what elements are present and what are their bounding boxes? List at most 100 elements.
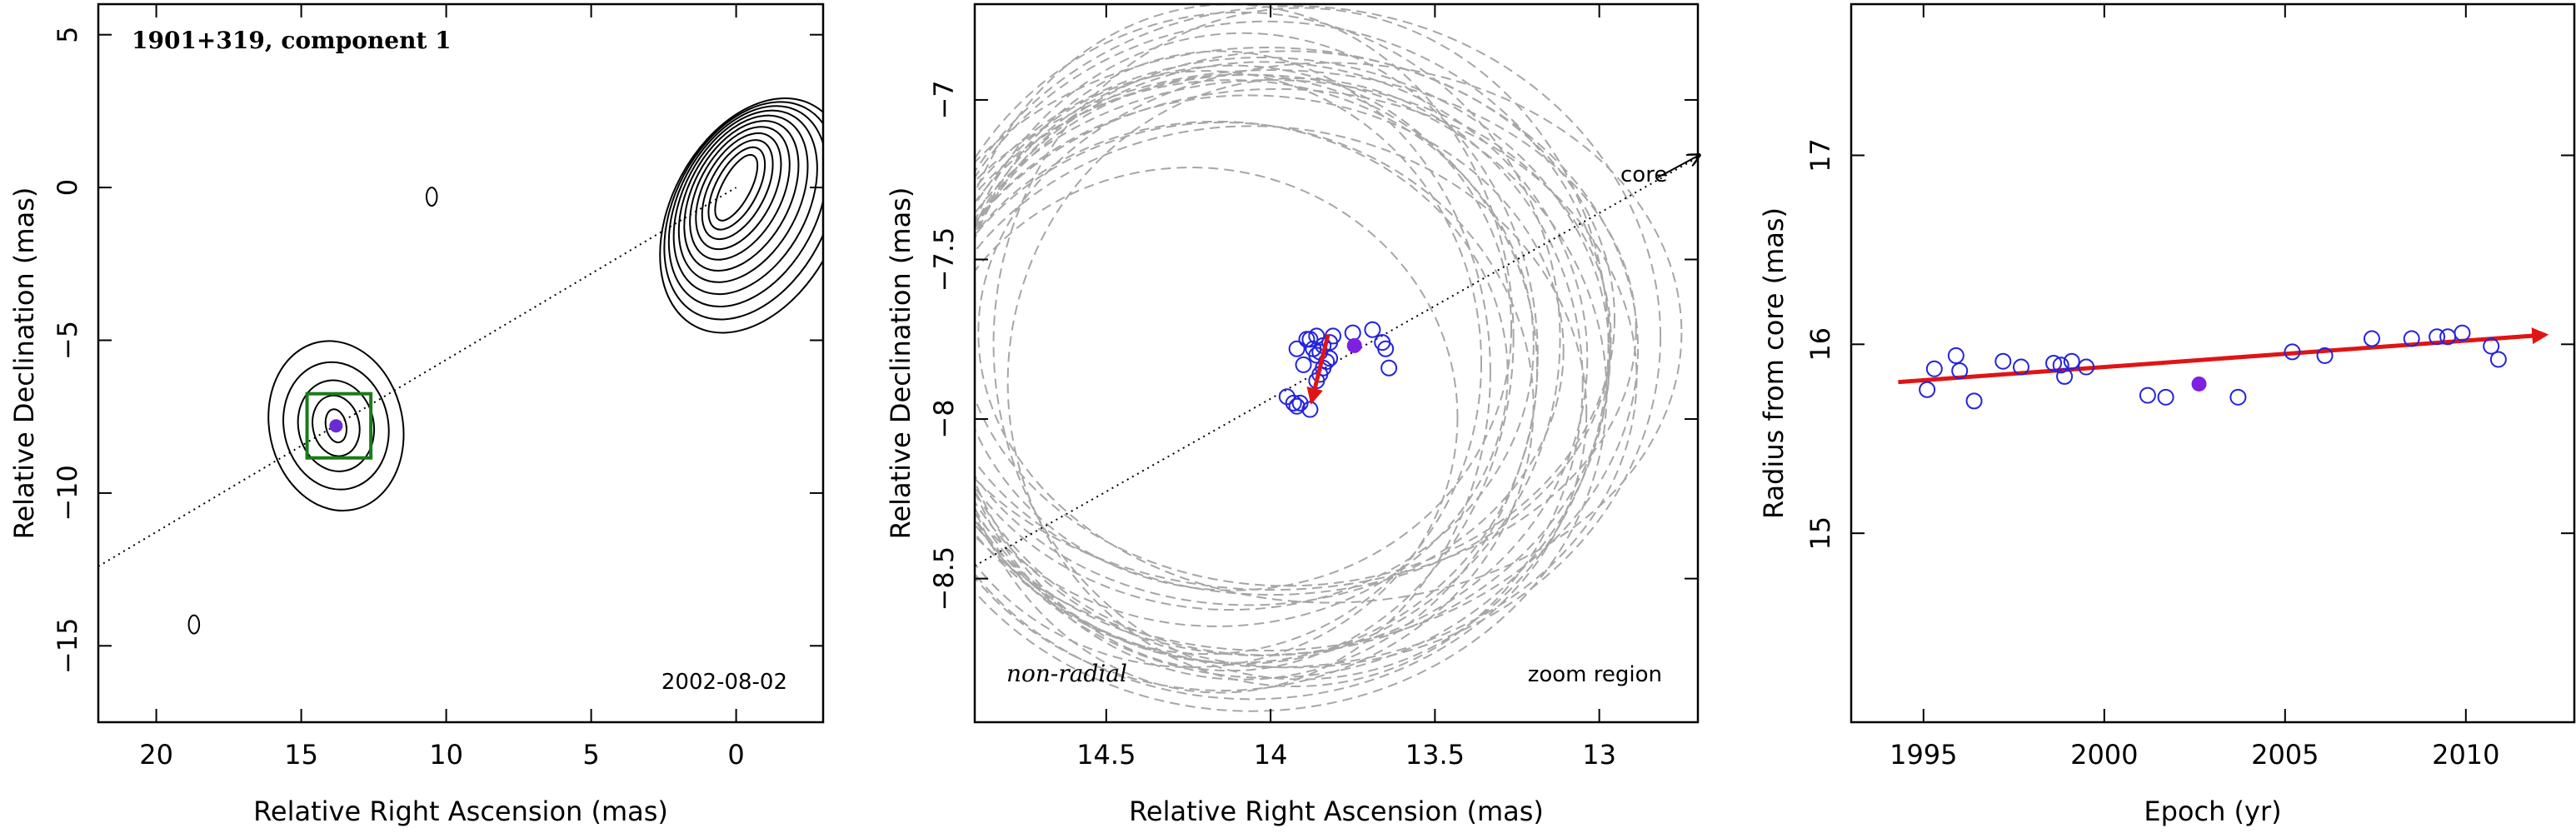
radius-point [2316,347,2334,364]
core-contour [714,153,759,222]
y-axis-label-b: Relative Declination (mas) [885,187,916,540]
core-contour [659,97,823,334]
radius-point [2063,352,2080,370]
radius-point [2045,355,2063,372]
panel-zoom-region: 14.5 14 13.5 13 −7 −7.5 −8 −8.5 non-radial zoo… [885,2,1700,827]
component-contour [312,394,361,457]
error-ellipses [975,4,1683,712]
x-axis-label-c: Epoch (yr) [2144,796,2281,827]
error-ellipse [975,5,1661,669]
x-tick-label: 10 [429,739,463,771]
core-contour [663,101,823,321]
motion-arrow [1306,333,1330,405]
x-tick-label: 20 [139,739,173,771]
error-ellipse [975,70,1482,656]
x-tick-label: 14 [1254,739,1288,771]
component-marker [329,419,343,433]
error-ellipse [975,50,1615,587]
radius-point [2052,357,2069,374]
position-point [1377,340,1395,357]
radius-point [2229,388,2247,406]
y-axis-label-c: Radius from core (mas) [1758,207,1790,519]
radius-point [2012,358,2029,376]
error-ellipse [975,32,1539,681]
radius-point [2056,367,2074,385]
contour-island [187,614,201,635]
y-axis-ticks-b: −7 −7.5 −8 −8.5 [928,80,1698,611]
y-axis-ticks-a: 5 0 −5 −10 −15 [52,27,823,675]
annotation-zoom-region: zoom region [1528,662,1662,687]
radius-point [2483,337,2500,355]
radius-point [2363,330,2380,347]
fit-line-arrow [1898,327,2549,385]
plot-frame-b [973,2,1700,724]
core-contour [707,146,766,231]
position-point [1295,356,1312,373]
y-tick-label: 16 [1805,327,1836,362]
error-ellipse [975,11,1561,665]
radius-point [2139,387,2156,404]
annotation-core: core [1620,162,1667,187]
y-tick-label: 0 [52,179,83,196]
position-point [1285,394,1302,412]
mean-point-marker [2191,376,2207,392]
x-tick-label: 1995 [1890,739,1957,771]
position-point [1364,321,1381,338]
contour-island [425,187,438,207]
annotation-non-radial: non-radial [1006,660,1127,687]
core-contour [689,126,791,261]
y-tick-label: 5 [52,27,83,43]
position-point [1308,327,1325,345]
position-point [1278,388,1295,406]
x-tick-label: 13.5 [1405,739,1465,771]
y-axis-ticks-c: 15 16 17 [1805,138,2574,551]
error-ellipse [975,79,1535,611]
y-tick-label: −8 [928,399,960,438]
error-ellipse [975,94,1565,606]
core-contour [695,132,782,251]
y-tick-label: −15 [52,618,83,675]
core-contour [667,105,823,308]
position-point [1288,340,1305,357]
position-point [1380,359,1398,377]
error-ellipse [975,167,1459,668]
x-tick-label: 13 [1582,739,1616,771]
error-ellipse [975,61,1589,656]
y-tick-label: −7.5 [928,227,960,292]
panel-a-title: 1901+319, component 1 [132,27,452,54]
error-ellipse [975,57,1610,656]
y-tick-label: −5 [52,321,83,360]
x-axis-label-a: Relative Right Ascension (mas) [253,796,668,827]
radius-point [1925,360,1943,377]
error-ellipse [975,69,1637,591]
component-contour [267,340,405,512]
radius-point [1951,362,1969,380]
component-contour [324,408,347,444]
component-contour [282,361,390,491]
radius-point [2429,328,2446,346]
radius-point [1919,381,1936,398]
x-tick-label: 0 [727,739,744,771]
y-tick-label: 15 [1805,516,1836,551]
error-ellipse [975,4,1515,672]
error-ellipse [975,87,1638,668]
core-contour [672,109,818,296]
zoom-box [305,392,373,460]
error-ellipse [975,47,1639,651]
core-direction-arrow [1657,155,1700,178]
x-tick-label: 2000 [2070,739,2138,771]
panel-a-date: 2002-08-02 [661,670,787,695]
core-contour [677,114,809,283]
position-points [1278,321,1398,418]
position-point [1344,324,1361,342]
mean-position-marker [1346,337,1362,353]
x-axis-ticks-a: 20 15 10 5 0 [139,4,745,771]
y-axis-label-a: Relative Declination (mas) [8,187,40,540]
radius-point [2078,358,2095,376]
error-ellipse [975,73,1538,664]
x-tick-label: 2005 [2251,739,2319,771]
radius-points [1919,324,2507,410]
radius-point [2403,330,2420,347]
core-contour [701,139,774,241]
